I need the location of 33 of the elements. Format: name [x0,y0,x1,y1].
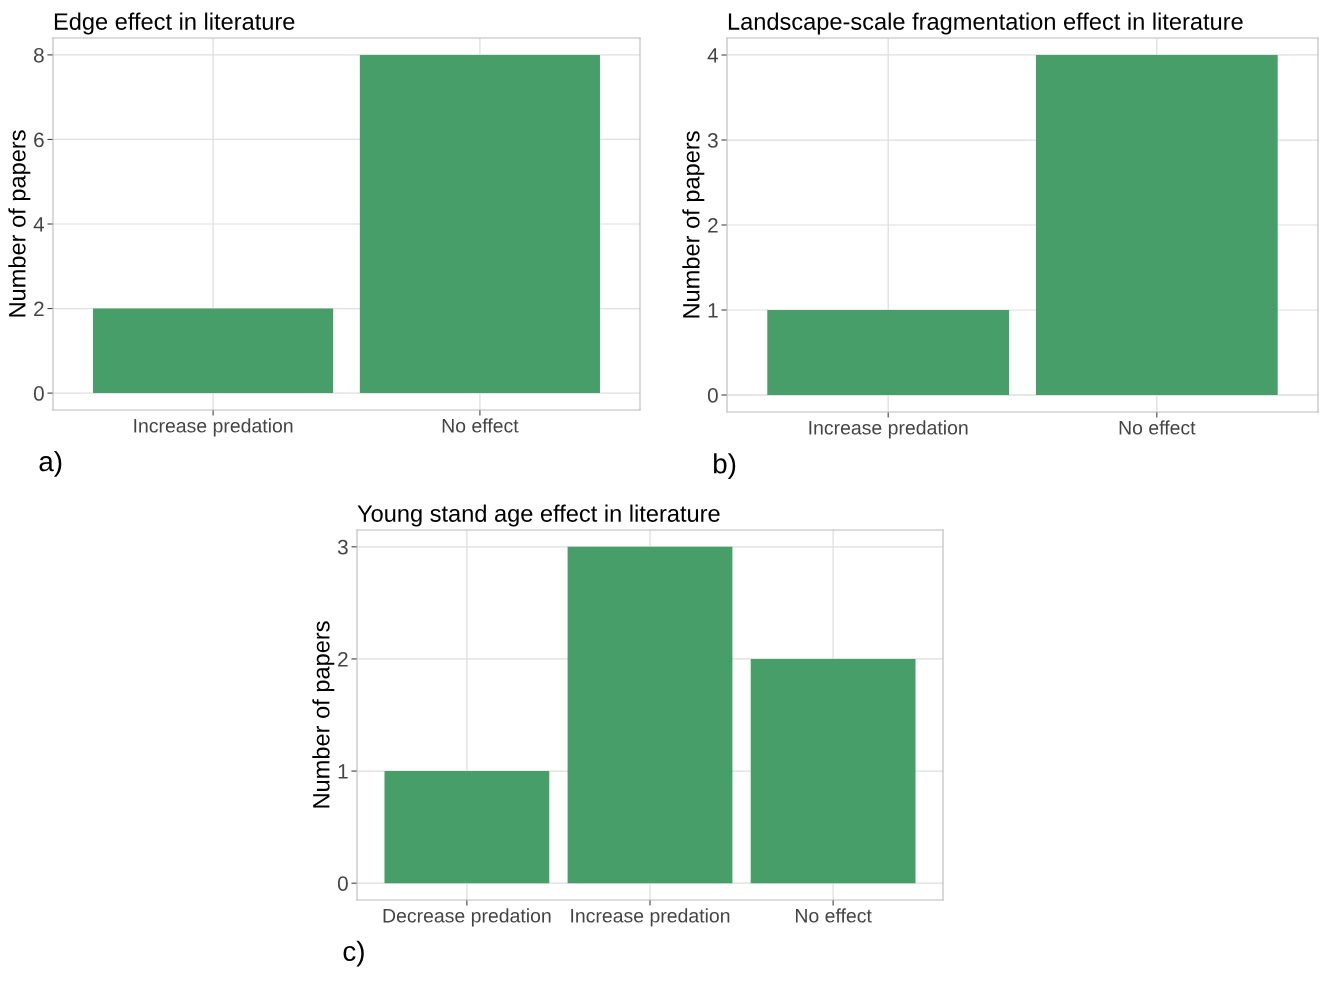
y-axis-title: Number of papers [312,621,335,808]
x-tick-label: Increase predation [809,420,968,439]
y-tick-label: 2 [338,651,348,667]
y-tick-label: 0 [707,388,718,403]
y-tick-label: 0 [337,876,348,891]
chart-title: Landscape-scale fragmentation effect in literature [728,12,1243,35]
text: c) [343,940,364,967]
bar [750,658,916,884]
y-tick-label: 1 [338,764,348,779]
y-tick-label: 2 [34,301,44,317]
y-tick-label: 1 [708,303,718,318]
x-tick-label: No effect [795,908,872,923]
y-tick-label: 2 [708,218,718,233]
bar [384,771,550,884]
y-tick-label: 3 [707,133,718,148]
x-tick-label: Increase predation [571,908,730,927]
x-tick-label: Increase predation [134,418,293,437]
text: a) [39,450,62,477]
y-tick-label: 6 [34,132,44,148]
y-axis-title: Number of papers [8,130,31,317]
x-tick-label: No effect [1119,420,1196,435]
y-tick-label: 4 [33,217,45,232]
y-tick-label: 3 [337,539,348,555]
chart-title: Young stand age effect in literature [357,504,720,527]
y-tick-label: 8 [33,47,44,63]
bar [567,546,733,884]
y-tick-label: 0 [33,386,44,401]
x-tick-label: Decrease predation [383,908,551,927]
x-tick-label: No effect [442,418,519,433]
text: b) [714,453,736,480]
y-tick-label: 4 [707,48,719,63]
y-axis-title: Number of papers [682,131,705,318]
chart-title: Edge effect in literature [54,12,295,35]
